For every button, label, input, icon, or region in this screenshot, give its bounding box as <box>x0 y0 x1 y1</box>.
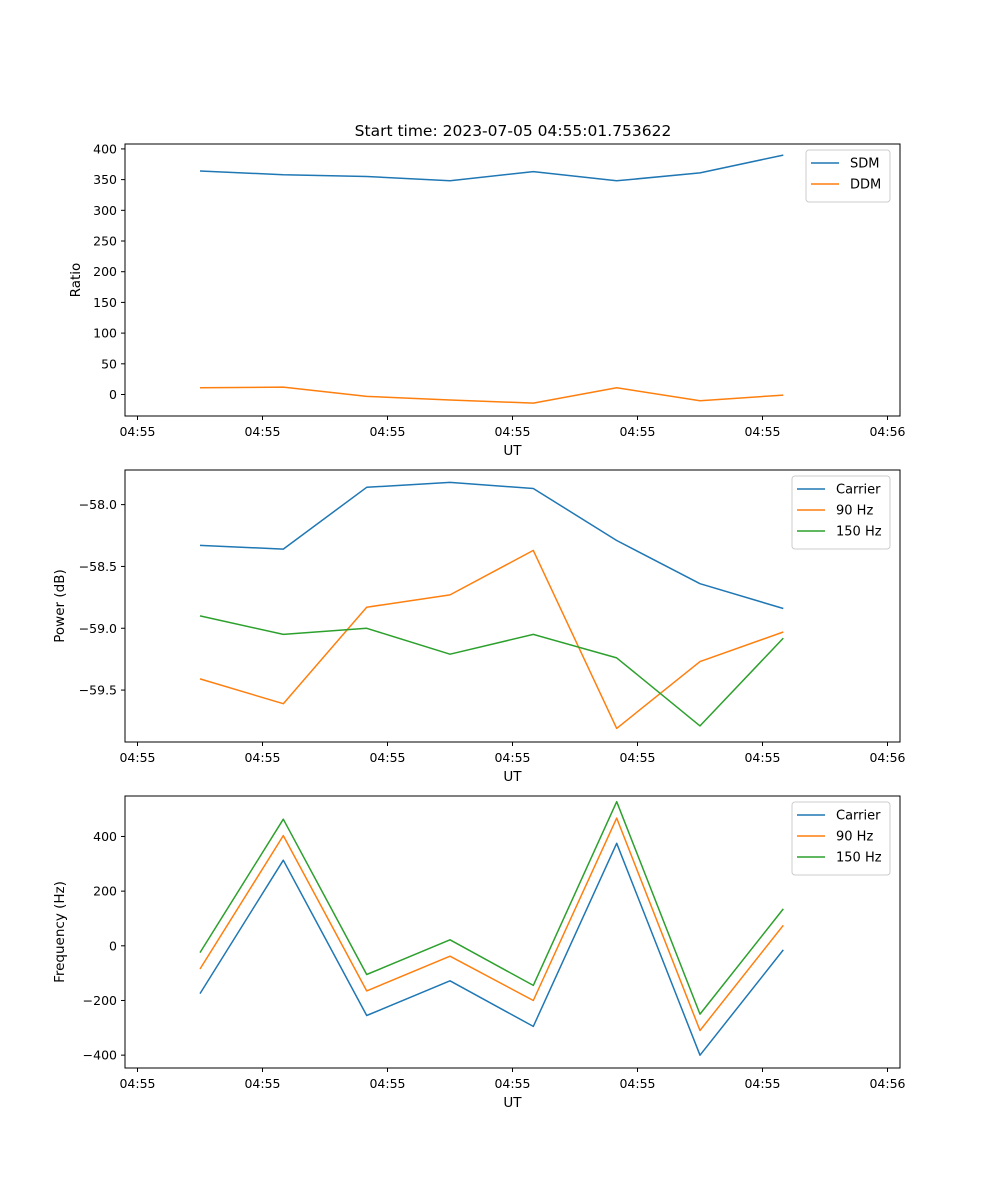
chart-2-xtick-label: 04:56 <box>869 750 905 765</box>
chart-2-series-90-hz <box>199 549 784 730</box>
chart-3-xtick-label: 04:55 <box>494 1076 530 1091</box>
chart-3-legend: Carrier 90 Hz 150 Hz <box>791 801 891 876</box>
chart-2-xtick-label: 04:55 <box>119 750 155 765</box>
chart-2-series-carrier <box>199 481 784 610</box>
chart-3-legend-label: 90 Hz <box>836 830 873 845</box>
chart-1-frame <box>124 143 901 417</box>
chart-1-ytick-label: 300 <box>93 203 117 218</box>
chart-3-series-carrier <box>199 842 784 1056</box>
chart-2-xlabel: UT <box>503 769 522 785</box>
chart-2: 04:55 04:55 04:55 04:55 04:55 04:55 04:56 −59.5… <box>52 469 906 785</box>
chart-2-frame <box>124 469 901 743</box>
chart-1-series-ddm <box>199 386 784 404</box>
chart-3-ytick-label: 400 <box>93 829 117 844</box>
chart-1-xtick-label: 04:55 <box>369 424 405 439</box>
chart-3-ylabel: Frequency (Hz) <box>52 881 68 983</box>
chart-1-legend: SDM DDM <box>805 149 891 203</box>
chart-2-ylabel: Power (dB) <box>52 569 68 642</box>
chart-3-ytick-label: −200 <box>83 993 117 1008</box>
chart-3-ytick-label: −400 <box>83 1048 117 1063</box>
chart-2-ytick-label: −58.5 <box>79 559 117 574</box>
chart-1-ytick-label: 50 <box>101 356 117 371</box>
chart-2-legend-label: 150 Hz <box>836 525 882 540</box>
chart-1-legend-label: DDM <box>850 178 881 193</box>
chart-3-legend-label: Carrier <box>836 809 881 824</box>
chart-3-ytick-label: 200 <box>93 884 117 899</box>
chart-3-frame <box>124 795 901 1069</box>
chart-1-xlabel: UT <box>503 443 522 459</box>
chart-2-ytick-label: −59.5 <box>79 683 117 698</box>
chart-3-xtick-label: 04:55 <box>369 1076 405 1091</box>
chart-1-ytick-label: 400 <box>93 141 117 156</box>
chart-2-legend-label: 90 Hz <box>836 504 873 519</box>
chart-3-xtick-label: 04:55 <box>744 1076 780 1091</box>
chart-1-legend-label: SDM <box>850 157 879 172</box>
chart-3-legend-label: 150 Hz <box>836 851 882 866</box>
chart-1-ytick-label: 100 <box>93 326 117 341</box>
chart-2-xtick-label: 04:55 <box>244 750 280 765</box>
chart-3: 04:55 04:55 04:55 04:55 04:55 04:55 04:56 −400 −… <box>52 795 906 1111</box>
chart-1-series-sdm <box>199 154 784 182</box>
chart-2-legend: Carrier 90 Hz 150 Hz <box>791 475 891 550</box>
chart-1-ytick-label: 200 <box>93 264 117 279</box>
chart-1-xtick-label: 04:55 <box>619 424 655 439</box>
chart-1: 04:55 04:55 04:55 04:55 04:55 04:55 04:56 0 50 10… <box>68 141 906 459</box>
chart-1-ytick-label: 250 <box>93 234 117 249</box>
chart-3-series-90-hz <box>199 817 784 1032</box>
chart-3-xlabel: UT <box>503 1095 522 1111</box>
chart-1-xtick-label: 04:55 <box>494 424 530 439</box>
chart-2-xtick-label: 04:55 <box>494 750 530 765</box>
chart-2-series-150-hz <box>199 615 784 727</box>
chart-3-ytick-label: 0 <box>109 938 117 953</box>
chart-1-ytick-label: 0 <box>109 387 117 402</box>
chart-1-xtick-label: 04:55 <box>244 424 280 439</box>
chart-3-xtick-label: 04:55 <box>619 1076 655 1091</box>
chart-3-xtick-label: 04:55 <box>119 1076 155 1091</box>
chart-1-xtick-label: 04:55 <box>119 424 155 439</box>
chart-2-xtick-label: 04:55 <box>619 750 655 765</box>
chart-3-xtick-label: 04:55 <box>244 1076 280 1091</box>
chart-2-legend-label: Carrier <box>836 483 881 498</box>
chart-3-series-150-hz <box>199 800 784 1015</box>
figure-title: Start time: 2023-07-05 04:55:01.753622 <box>355 122 672 140</box>
chart-1-xtick-label: 04:56 <box>869 424 905 439</box>
chart-3-xtick-label: 04:56 <box>869 1076 905 1091</box>
chart-2-xtick-label: 04:55 <box>369 750 405 765</box>
chart-2-ytick-label: −58.0 <box>79 497 117 512</box>
chart-1-ylabel: Ratio <box>68 263 84 298</box>
chart-1-ytick-label: 350 <box>93 172 117 187</box>
chart-1-xtick-label: 04:55 <box>744 424 780 439</box>
chart-2-xtick-label: 04:55 <box>744 750 780 765</box>
chart-2-ytick-label: −59.0 <box>79 621 117 636</box>
chart-1-ytick-label: 150 <box>93 295 117 310</box>
